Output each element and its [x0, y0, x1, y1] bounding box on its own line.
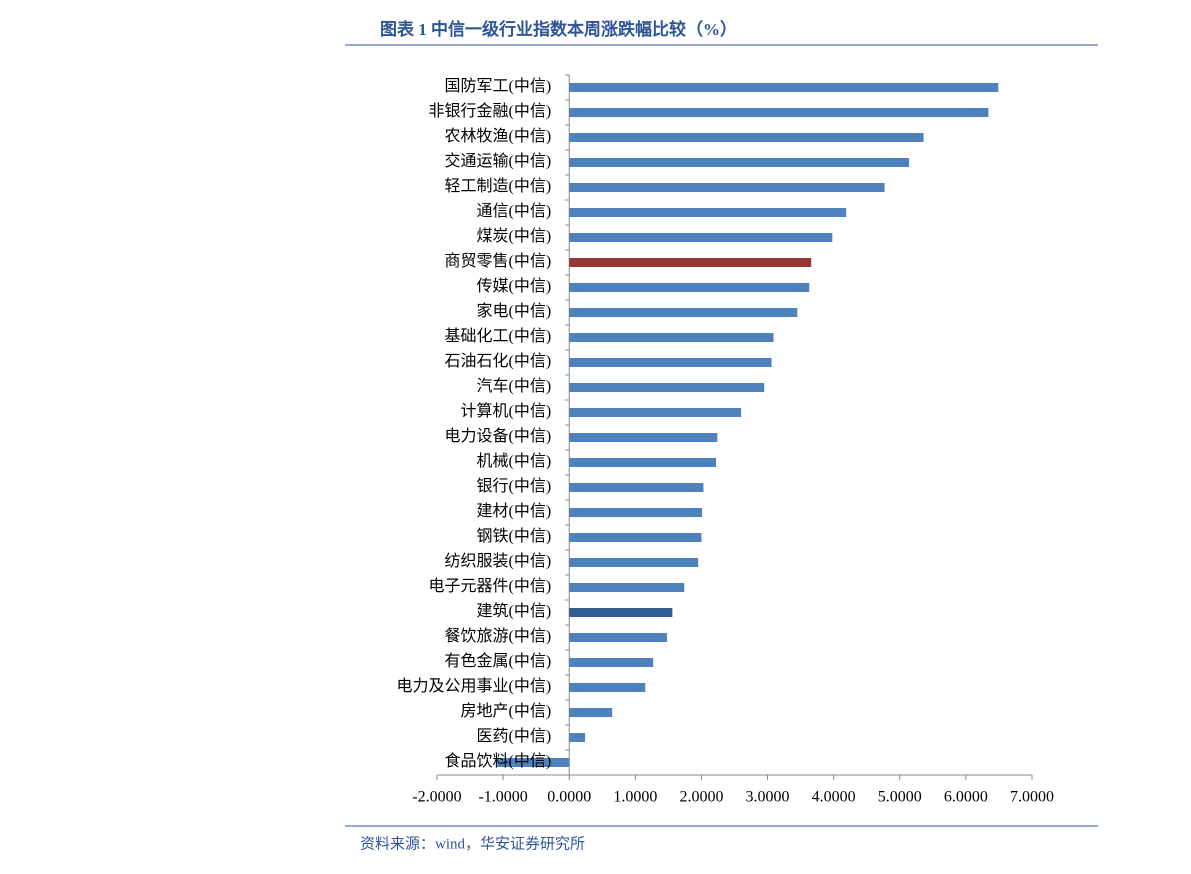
bar [569, 583, 685, 592]
y-tick-label: 煤炭(中信) [477, 227, 552, 245]
bar [569, 483, 704, 492]
bar [569, 208, 847, 217]
y-tick-label: 国防军工(中信) [445, 77, 552, 95]
y-tick-label: 有色金属(中信) [445, 652, 552, 670]
y-tick-label: 计算机(中信) [461, 401, 552, 420]
y-tick-label: 商贸零售(中信) [445, 252, 552, 270]
y-tick-label: 银行(中信) [477, 477, 552, 495]
bar [569, 608, 673, 617]
bar [569, 733, 586, 742]
bar [569, 258, 812, 267]
x-tick-label: 6.0000 [944, 789, 988, 806]
y-tick-label: 通信(中信) [477, 202, 552, 220]
bar [569, 458, 716, 467]
y-tick-label: 交通运输(中信) [445, 152, 552, 170]
bar [569, 508, 703, 517]
y-tick-label: 餐饮旅游(中信) [445, 627, 552, 645]
bar [569, 358, 772, 367]
x-tick-label: 0.0000 [547, 789, 591, 806]
bar [569, 308, 798, 317]
y-tick-label: 电力及公用事业(中信) [397, 677, 552, 695]
bar [569, 383, 765, 392]
bar [569, 558, 699, 567]
bar [569, 83, 999, 92]
bar [569, 658, 654, 667]
chart-title: 图表 1 中信一级行业指数本周涨跌幅比较（%） [380, 19, 737, 39]
y-tick-label: 钢铁(中信) [477, 527, 552, 545]
bar [569, 183, 885, 192]
y-tick-label: 传媒(中信) [477, 277, 552, 295]
y-tick-label: 石油石化(中信) [445, 352, 552, 370]
y-tick-label: 食品饮料(中信) [445, 752, 552, 770]
y-tick-label: 建材(中信) [477, 502, 552, 520]
y-tick-label: 基础化工(中信) [445, 327, 552, 345]
bar [497, 758, 570, 767]
x-tick-label: 4.0000 [812, 789, 856, 806]
x-tick-label: 3.0000 [746, 789, 790, 806]
y-tick-label: 房地产(中信) [461, 702, 552, 720]
x-tick-label: -1.0000 [478, 789, 527, 806]
bar [569, 433, 718, 442]
y-tick-label: 汽车(中信) [477, 377, 552, 395]
source: 资料来源：wind，华安证券研究所 [360, 835, 585, 852]
y-tick-label: 电力设备(中信) [445, 427, 552, 445]
bar [569, 133, 924, 142]
y-tick-label: 纺织服装(中信) [445, 552, 552, 570]
y-tick-label: 非银行金融(中信) [429, 102, 552, 120]
bar [569, 283, 810, 292]
bar [569, 108, 989, 117]
x-tick-label: 2.0000 [679, 789, 723, 806]
x-tick-label: -2.0000 [412, 789, 461, 806]
bar [569, 708, 613, 717]
x-tick-label: 7.0000 [1010, 789, 1054, 806]
x-tick-label: 5.0000 [878, 789, 922, 806]
bar [569, 333, 774, 342]
y-tick-label: 轻工制造(中信) [445, 177, 552, 195]
y-tick-label: 农林牧渔(中信) [445, 127, 552, 145]
y-tick-label: 建筑(中信) [477, 602, 552, 620]
bar [569, 533, 702, 542]
bar [569, 633, 668, 642]
y-tick-label: 电子元器件(中信) [429, 577, 552, 595]
x-tick-label: 1.0000 [613, 789, 657, 806]
bar [569, 408, 742, 417]
bar [569, 683, 646, 692]
y-tick-label: 机械(中信) [477, 452, 552, 470]
y-tick-label: 家电(中信) [477, 302, 552, 320]
bar [569, 233, 833, 242]
bar [569, 158, 910, 167]
y-tick-label: 医药(中信) [477, 727, 552, 745]
